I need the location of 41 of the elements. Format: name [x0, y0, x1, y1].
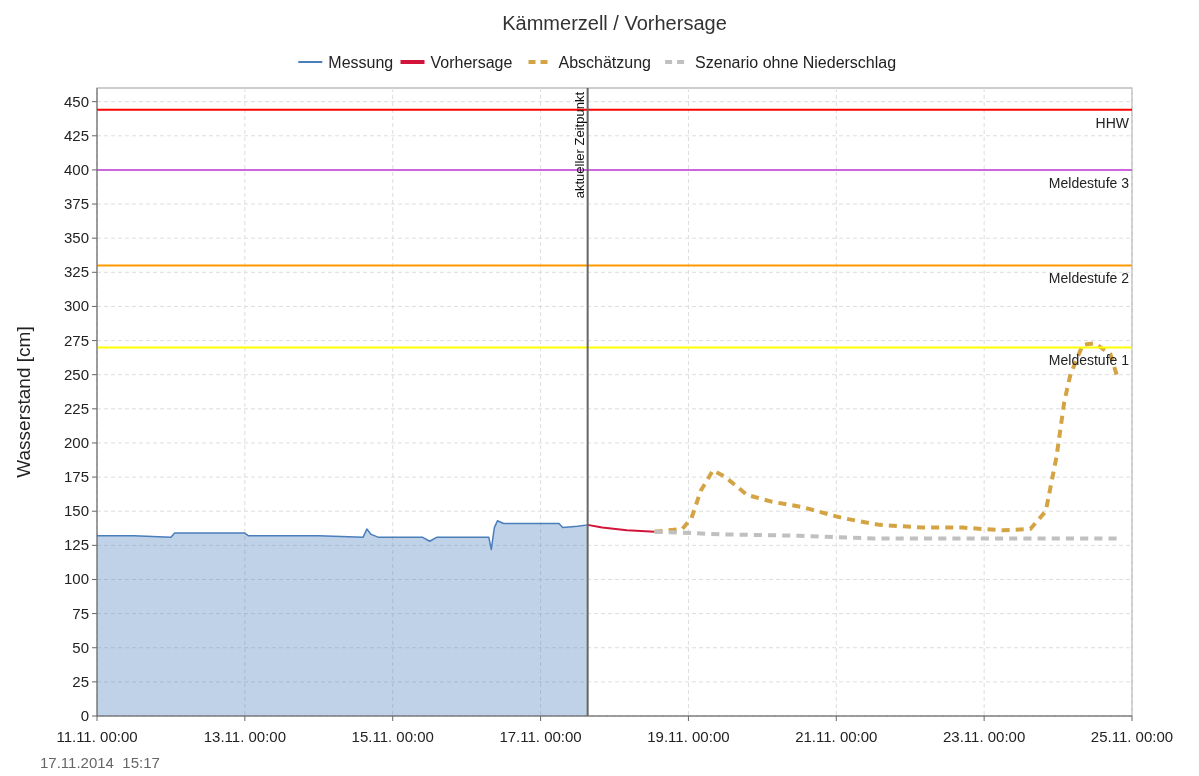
y-tick-label: 275 [63, 331, 89, 349]
line-series [652, 341, 1119, 534]
y-tick-label: 0 [80, 707, 89, 724]
x-tick-label: 19.11. 00:00 [647, 728, 730, 745]
ref-line-label: aktueller Zeitpunkt [571, 91, 587, 199]
x-tick-label: 17.11. 00:00 [499, 728, 582, 745]
y-tick-label: 225 [63, 399, 89, 417]
y-tick-label: 325 [63, 263, 89, 281]
legend-label: Abschätzung [558, 54, 652, 71]
y-tick-label: 125 [63, 536, 89, 554]
y-tick-label: 250 [63, 365, 89, 383]
chart-title: Kämmerzell / Vorhersage [502, 12, 727, 34]
ref-line-label: Meldestufe 2 [1048, 270, 1130, 287]
ref-line-label: Meldestufe 3 [1048, 174, 1130, 191]
y-tick-label: 450 [63, 92, 89, 110]
y-tick-label: 375 [63, 195, 89, 213]
y-tick-label: 100 [63, 570, 89, 588]
ref-line-label: HHW [1095, 114, 1130, 131]
y-tick-label: 400 [63, 160, 89, 178]
legend-label: Messung [328, 54, 394, 71]
x-tick-label: 13.11. 00:00 [203, 728, 287, 745]
x-tick-label: 21.11. 00:00 [795, 728, 878, 745]
x-tick-label: 15.11. 00:00 [351, 728, 434, 745]
y-tick-label: 150 [63, 502, 89, 520]
legend-label: Szenario ohne Niederschlag [695, 54, 897, 71]
y-tick-label: 425 [63, 126, 89, 144]
x-tick-label: 25.11. 00:00 [1090, 728, 1174, 745]
y-tick-label: 300 [63, 297, 89, 315]
legend-label: Vorhersage [430, 54, 513, 71]
line-series [586, 523, 656, 533]
x-tick-label: 23.11. 00:00 [942, 728, 1026, 745]
text: 17.11.2014 15:17 [40, 754, 160, 771]
y-axis-title: Wasserstand [cm] [13, 326, 34, 478]
y-tick-label: 350 [63, 229, 89, 247]
y-tick-label: 75 [72, 604, 89, 622]
y-tick-label: 25 [72, 672, 89, 690]
y-tick-label: 175 [63, 468, 89, 486]
x-tick-label: 11.11. 00:00 [56, 728, 138, 745]
y-tick-label: 200 [63, 433, 89, 451]
line-series [652, 529, 1119, 541]
y-tick-label: 50 [72, 638, 89, 656]
